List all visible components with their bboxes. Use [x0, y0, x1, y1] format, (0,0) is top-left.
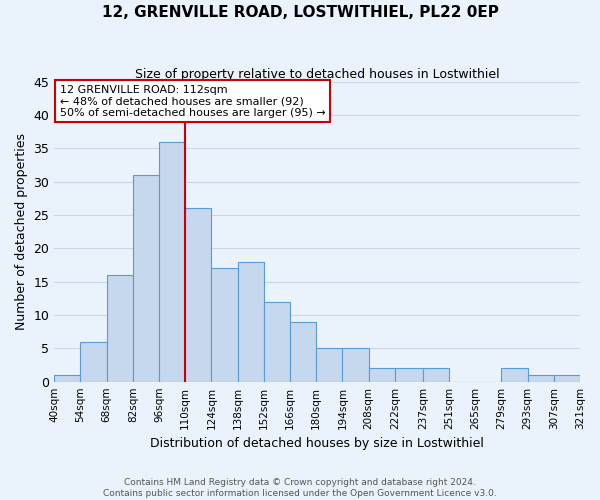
- Bar: [264, 302, 290, 382]
- Bar: [554, 375, 580, 382]
- Bar: [290, 322, 316, 382]
- Text: Contains HM Land Registry data © Crown copyright and database right 2024.
Contai: Contains HM Land Registry data © Crown c…: [103, 478, 497, 498]
- Bar: [80, 342, 107, 382]
- Bar: [527, 375, 554, 382]
- Bar: [107, 275, 133, 382]
- Bar: [159, 142, 185, 382]
- Text: 12, GRENVILLE ROAD, LOSTWITHIEL, PL22 0EP: 12, GRENVILLE ROAD, LOSTWITHIEL, PL22 0E…: [101, 5, 499, 20]
- Bar: [502, 368, 527, 382]
- Bar: [395, 368, 423, 382]
- Title: Size of property relative to detached houses in Lostwithiel: Size of property relative to detached ho…: [135, 68, 499, 80]
- Bar: [343, 348, 368, 382]
- Bar: [423, 368, 449, 382]
- Bar: [211, 268, 238, 382]
- Text: 12 GRENVILLE ROAD: 112sqm
← 48% of detached houses are smaller (92)
50% of semi-: 12 GRENVILLE ROAD: 112sqm ← 48% of detac…: [59, 84, 325, 118]
- Bar: [133, 175, 159, 382]
- Bar: [54, 375, 80, 382]
- X-axis label: Distribution of detached houses by size in Lostwithiel: Distribution of detached houses by size …: [150, 437, 484, 450]
- Bar: [185, 208, 211, 382]
- Bar: [368, 368, 395, 382]
- Bar: [316, 348, 343, 382]
- Y-axis label: Number of detached properties: Number of detached properties: [15, 133, 28, 330]
- Bar: [238, 262, 264, 382]
